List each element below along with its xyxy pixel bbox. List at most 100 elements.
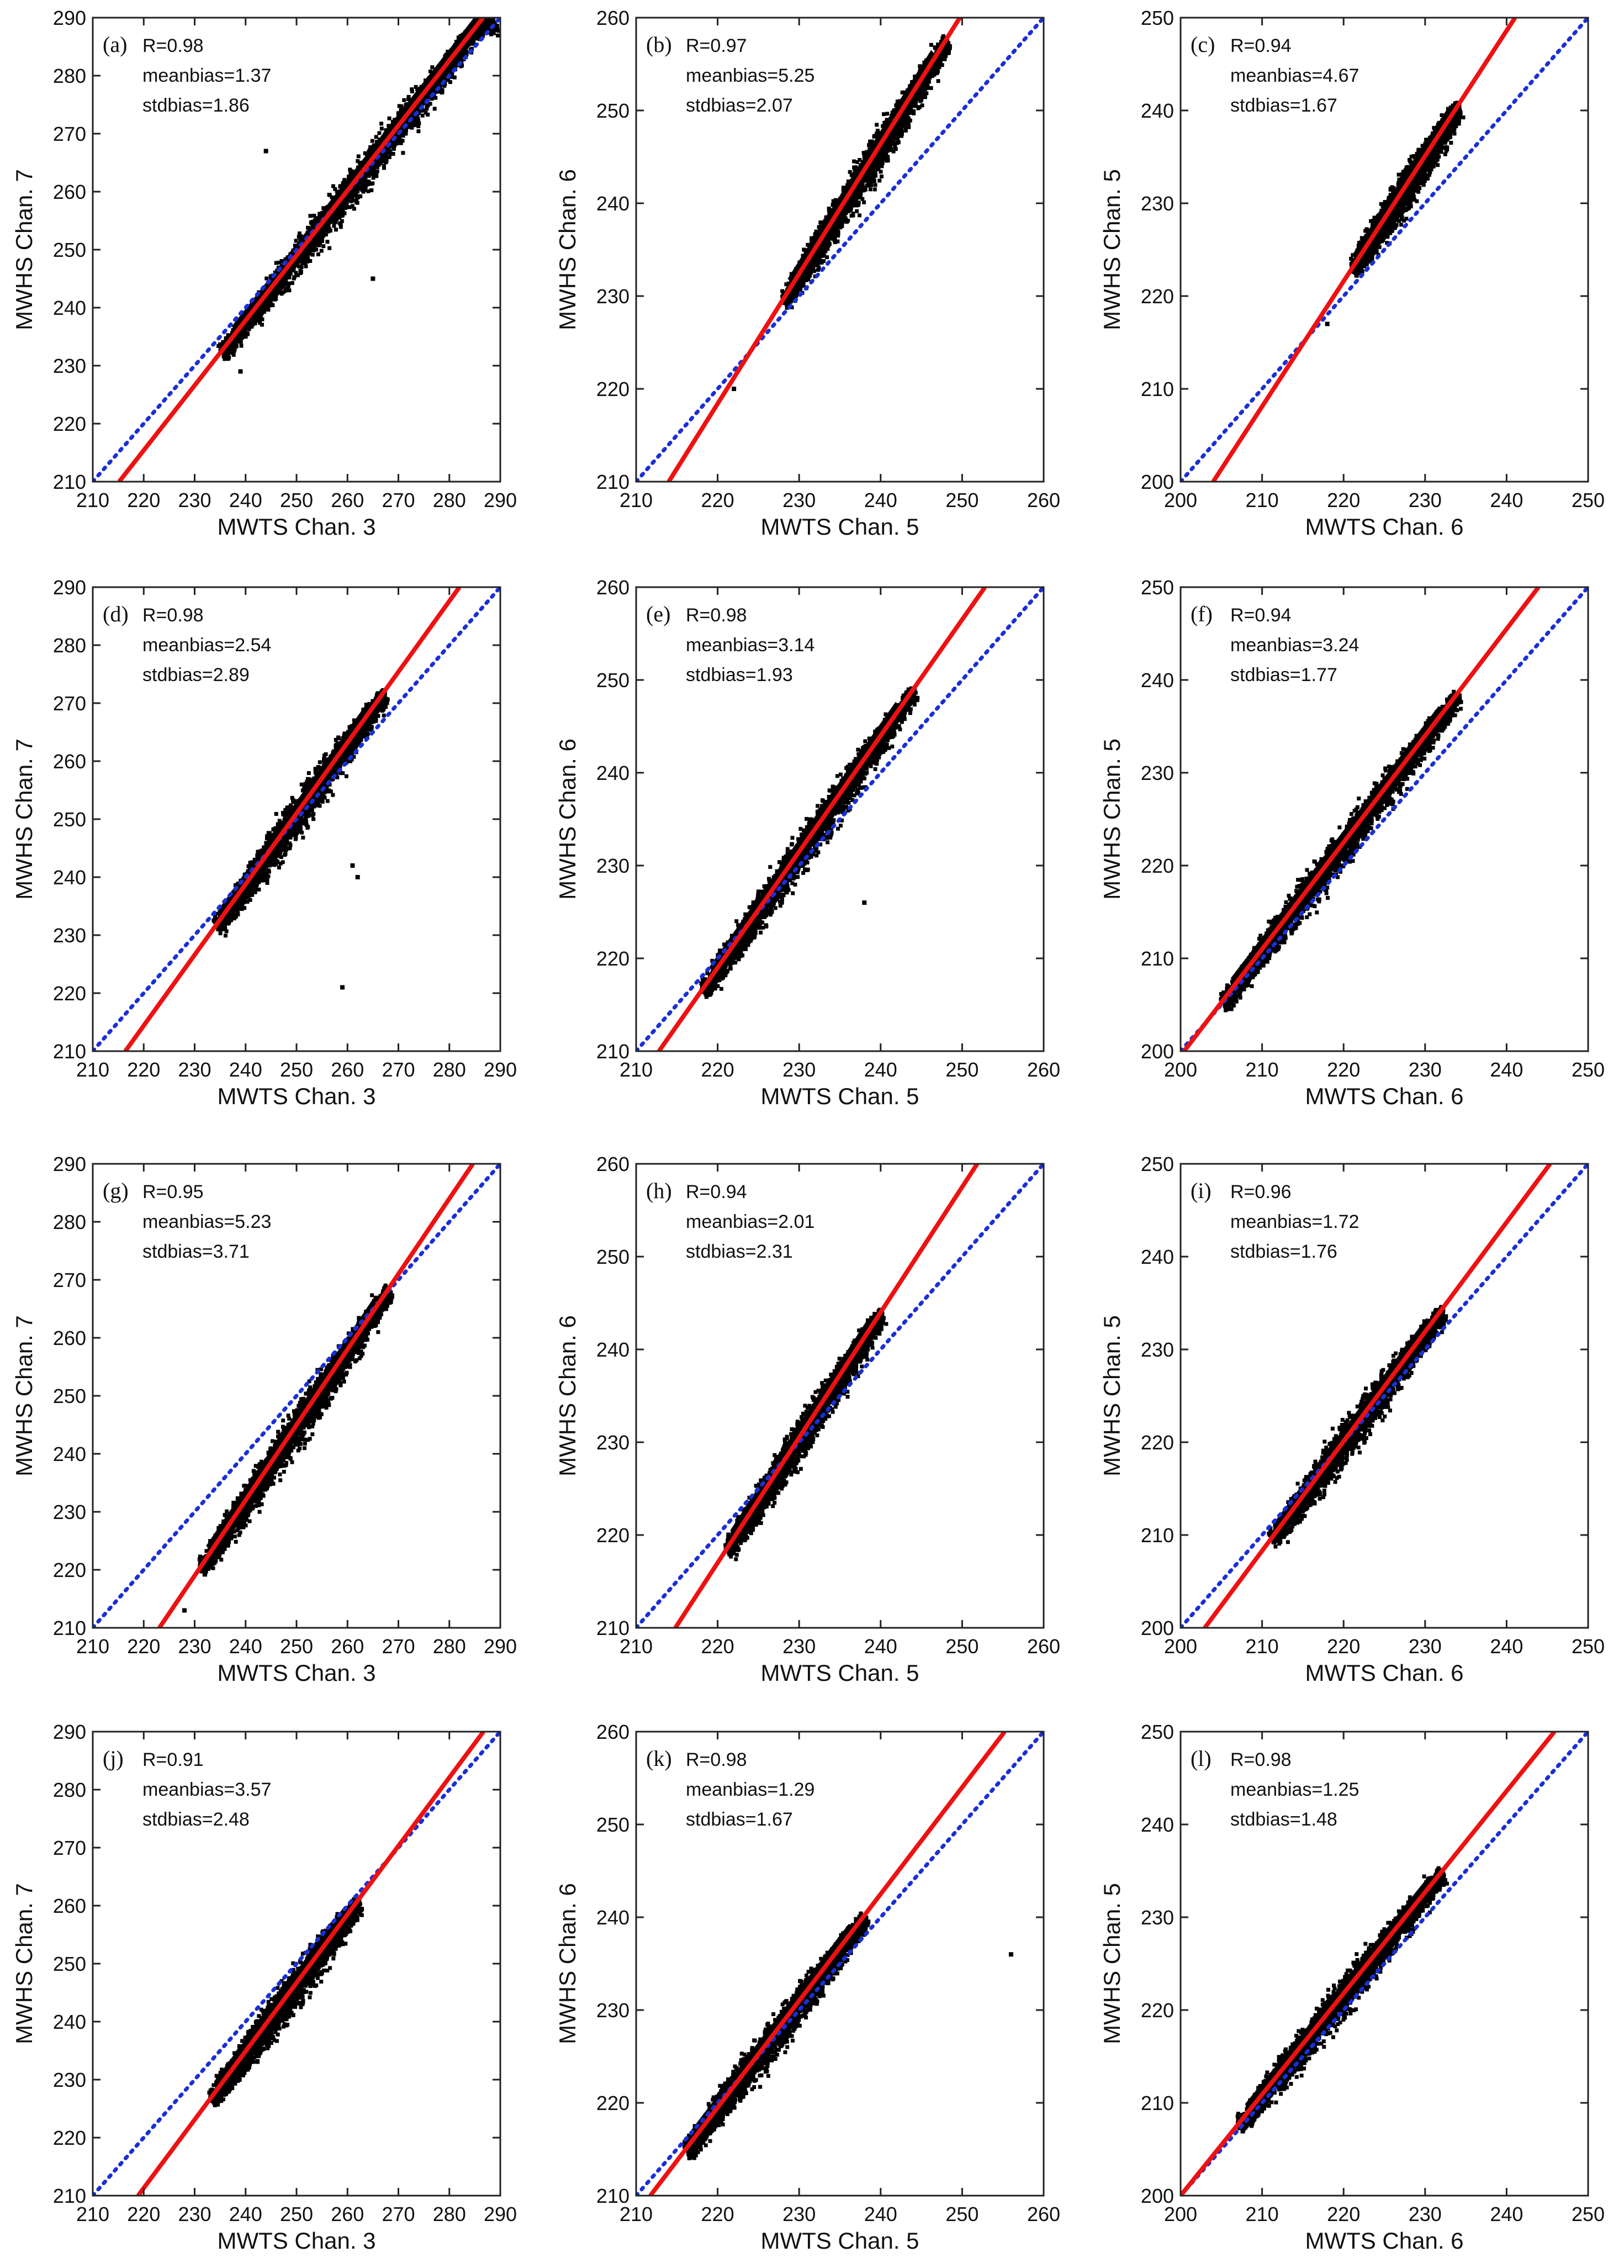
y-tick-label: 290 [53, 7, 86, 29]
data-point [875, 123, 879, 126]
data-point [334, 228, 338, 231]
outlier-point [264, 149, 268, 154]
data-point [880, 175, 884, 178]
data-point [332, 224, 336, 228]
y-tick-label: 230 [596, 285, 630, 308]
data-point [425, 105, 429, 109]
data-point [356, 201, 359, 205]
data-point [230, 343, 234, 347]
data-point [836, 230, 840, 234]
data-point [417, 122, 421, 125]
data-point [222, 354, 226, 358]
data-point [274, 296, 278, 300]
data-point [1399, 223, 1403, 226]
data-point [374, 135, 378, 139]
x-tick-label: 280 [433, 489, 466, 511]
data-point [929, 43, 933, 47]
data-point [796, 290, 800, 294]
data-point [489, 33, 493, 36]
data-point [369, 188, 373, 192]
data-point [371, 181, 374, 185]
data-point [869, 187, 872, 191]
data-point [380, 126, 384, 130]
data-point [339, 225, 343, 229]
data-point [414, 85, 418, 89]
data-point [410, 89, 414, 93]
data-point [495, 27, 499, 30]
data-point [308, 214, 312, 218]
data-point [416, 129, 420, 133]
data-point [256, 319, 260, 323]
stat-meanbias: meanbias=1.37 [142, 65, 271, 86]
data-point [316, 252, 320, 256]
data-point [886, 159, 890, 162]
one-to-one-line [636, 18, 1044, 482]
y-tick-label: 240 [53, 297, 86, 319]
y-tick-label: 280 [53, 65, 86, 87]
x-tick-label: 250 [280, 489, 313, 511]
stat-r: R=0.98 [142, 35, 204, 56]
data-point [227, 348, 231, 352]
outlier-point [371, 277, 375, 281]
data-point [294, 239, 298, 242]
data-point [424, 111, 428, 115]
data-point [410, 126, 414, 130]
data-point [285, 282, 289, 286]
y-tick-label: 220 [53, 413, 86, 435]
data-point [824, 248, 828, 252]
stat-stdbias: stdbias=2.07 [686, 95, 793, 116]
data-point [430, 65, 434, 69]
data-point [382, 164, 386, 168]
data-point [876, 129, 880, 133]
x-tick-label: 290 [484, 489, 517, 511]
data-point [433, 96, 437, 100]
one-to-one-line [93, 18, 500, 482]
data-point [313, 246, 316, 250]
data-point [284, 287, 288, 291]
x-tick-label: 260 [331, 489, 364, 511]
data-point [266, 308, 270, 312]
x-tick-label: 240 [229, 489, 262, 511]
data-point [482, 22, 486, 26]
stat-stdbias: stdbias=1.86 [142, 95, 250, 116]
data-point [402, 98, 406, 102]
data-point [858, 158, 861, 162]
x-tick-label: 230 [782, 489, 816, 511]
data-point [239, 340, 243, 344]
data-point [1397, 173, 1401, 177]
y-tick-label: 260 [596, 7, 630, 29]
data-point [825, 255, 829, 259]
y-tick-label: 260 [53, 181, 86, 203]
data-point [327, 246, 331, 250]
fit-line [669, 18, 960, 482]
y-axis-title: MWHS Chan. 7 [11, 169, 37, 330]
data-point [818, 220, 822, 224]
data-point [371, 139, 374, 143]
x-tick-label: 260 [1027, 489, 1060, 511]
data-point [815, 261, 819, 265]
data-point [874, 183, 877, 187]
data-point [817, 266, 821, 270]
data-point [877, 179, 881, 183]
data-point [274, 261, 278, 265]
panel-label: (b) [646, 32, 672, 57]
y-tick-label: 250 [53, 239, 86, 261]
data-point [300, 265, 304, 269]
data-point [835, 240, 839, 244]
data-point [906, 122, 909, 125]
data-point [341, 214, 345, 218]
data-point [328, 193, 332, 197]
y-tick-label: 250 [596, 99, 630, 122]
data-point [398, 104, 401, 108]
y-tick-label: 210 [596, 471, 630, 493]
data-point [407, 95, 411, 99]
x-axis-title: MWTS Chan. 3 [217, 514, 375, 540]
x-tick-label: 250 [945, 489, 978, 511]
data-point [859, 194, 863, 198]
data-point [788, 297, 792, 301]
data-point [321, 244, 325, 248]
y-axis-title: MWHS Chan. 6 [554, 169, 580, 330]
data-point [375, 170, 379, 173]
